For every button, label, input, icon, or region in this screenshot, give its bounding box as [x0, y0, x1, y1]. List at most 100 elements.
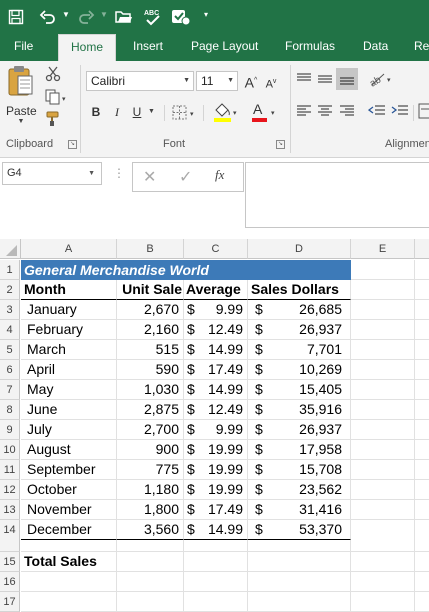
copy-icon[interactable]: ▾ — [45, 89, 69, 108]
row-header[interactable]: 3 — [0, 300, 20, 320]
tab-data[interactable]: Data — [363, 39, 389, 53]
grid-cell[interactable] — [351, 340, 415, 360]
grid-cell[interactable] — [351, 552, 415, 572]
grid-cell[interactable] — [117, 592, 184, 612]
month-cell[interactable]: August — [21, 440, 117, 460]
row-header[interactable]: 7 — [0, 380, 20, 400]
average-cell[interactable]: $12.49 — [184, 320, 248, 340]
grid-cell[interactable] — [415, 480, 429, 500]
sales-dollars-cell[interactable]: $23,562 — [248, 480, 351, 500]
tab-page-layout[interactable]: Page Layout — [191, 39, 259, 53]
underline-button[interactable]: U — [132, 105, 142, 119]
sales-dollars-cell[interactable]: $15,405 — [248, 380, 351, 400]
grid-cell[interactable] — [415, 380, 429, 400]
grid-cell[interactable] — [415, 420, 429, 440]
grid-cell[interactable] — [351, 500, 415, 520]
touch-mode-icon[interactable] — [171, 7, 191, 27]
unit-sale-cell[interactable]: 3,560 — [117, 520, 184, 540]
tab-insert[interactable]: Insert — [133, 39, 164, 53]
top-align-icon[interactable] — [296, 71, 312, 90]
format-painter-icon[interactable] — [45, 111, 61, 130]
grid-cell[interactable] — [351, 360, 415, 380]
grid-cell[interactable] — [351, 572, 415, 592]
tab-review[interactable]: Re — [414, 39, 429, 53]
sales-dollars-cell[interactable]: $35,916 — [248, 400, 351, 420]
column-header-c[interactable]: C — [184, 239, 248, 259]
sales-dollars-cell[interactable]: $26,685 — [248, 300, 351, 320]
grid-cell[interactable] — [351, 480, 415, 500]
month-cell[interactable]: October — [21, 480, 117, 500]
sales-dollars-cell[interactable]: $26,937 — [248, 420, 351, 440]
open-folder-icon[interactable] — [114, 7, 134, 27]
grid-cell[interactable] — [351, 592, 415, 612]
average-cell[interactable]: $9.99 — [184, 420, 248, 440]
save-icon[interactable] — [6, 7, 26, 27]
average-cell[interactable]: $14.99 — [184, 340, 248, 360]
grid-cell[interactable] — [415, 260, 429, 280]
sales-dollars-cell[interactable]: $31,416 — [248, 500, 351, 520]
grid-cell[interactable] — [415, 280, 429, 300]
month-cell[interactable]: July — [21, 420, 117, 440]
grid-cell[interactable] — [415, 340, 429, 360]
average-cell[interactable]: $19.99 — [184, 440, 248, 460]
grid-cell[interactable] — [184, 592, 248, 612]
average-cell[interactable]: $17.49 — [184, 500, 248, 520]
formula-input[interactable] — [245, 162, 429, 228]
month-cell[interactable]: November — [21, 500, 117, 520]
paste-button[interactable]: Paste ▼ — [6, 65, 37, 125]
redo-dropdown-icon[interactable]: ▼ — [100, 10, 108, 19]
cancel-icon[interactable]: ✕ — [143, 169, 157, 186]
grid-cell[interactable] — [415, 460, 429, 480]
unit-sale-cell[interactable]: 2,670 — [117, 300, 184, 320]
font-color-button[interactable]: A ▾ — [250, 101, 278, 126]
row-header[interactable]: 11 — [0, 460, 20, 480]
grid-cell[interactable] — [351, 420, 415, 440]
header-month[interactable]: Month — [21, 280, 117, 300]
sales-dollars-cell[interactable]: $17,958 — [248, 440, 351, 460]
month-cell[interactable]: April — [21, 360, 117, 380]
grid-cell[interactable] — [351, 280, 415, 300]
total-sales-label[interactable]: Total Sales — [21, 552, 117, 572]
grid-cell[interactable] — [415, 520, 429, 552]
month-cell[interactable]: January — [21, 300, 117, 320]
row-header[interactable]: 4 — [0, 320, 20, 340]
insert-function-button[interactable]: fx — [215, 167, 225, 182]
decrease-indent-icon[interactable] — [367, 103, 386, 122]
unit-sale-cell[interactable]: 775 — [117, 460, 184, 480]
average-cell[interactable]: $12.49 — [184, 400, 248, 420]
row-header[interactable]: 17 — [0, 592, 20, 612]
align-right-icon[interactable] — [339, 103, 355, 122]
row-header[interactable]: 8 — [0, 400, 20, 420]
enter-icon[interactable]: ✓ — [179, 169, 193, 186]
grid-cell[interactable] — [351, 380, 415, 400]
sales-dollars-cell[interactable]: $7,701 — [248, 340, 351, 360]
grid-cell[interactable] — [415, 440, 429, 460]
month-cell[interactable]: June — [21, 400, 117, 420]
header-average[interactable]: Average — [184, 280, 248, 300]
increase-indent-icon[interactable] — [391, 103, 409, 122]
grid-cell[interactable] — [351, 400, 415, 420]
month-cell[interactable]: May — [21, 380, 117, 400]
increase-font-size-button[interactable]: A^ — [244, 74, 258, 91]
orientation-icon[interactable]: ab▾ — [368, 70, 396, 91]
grid-cell[interactable] — [415, 300, 429, 320]
month-cell[interactable]: September — [21, 460, 117, 480]
unit-sale-cell[interactable]: 590 — [117, 360, 184, 380]
tab-file[interactable]: File — [14, 39, 34, 53]
unit-sale-cell[interactable]: 515 — [117, 340, 184, 360]
align-left-icon[interactable] — [296, 103, 312, 122]
column-header-e[interactable]: E — [351, 239, 415, 259]
grid-cell[interactable] — [184, 572, 248, 592]
tab-home[interactable]: Home — [58, 34, 117, 61]
row-header[interactable]: 16 — [0, 572, 20, 592]
row-header[interactable]: 13 — [0, 500, 20, 520]
grid-cell[interactable] — [184, 552, 248, 572]
drag-handle-icon[interactable]: ⋮ — [113, 166, 125, 180]
middle-align-icon[interactable] — [317, 71, 333, 90]
column-header-b[interactable]: B — [117, 239, 184, 259]
row-header[interactable]: 15 — [0, 552, 20, 572]
unit-sale-cell[interactable]: 1,030 — [117, 380, 184, 400]
row-header[interactable]: 6 — [0, 360, 20, 380]
header-unit-sale[interactable]: Unit Sale — [117, 280, 184, 300]
grid-cell[interactable] — [415, 592, 429, 612]
